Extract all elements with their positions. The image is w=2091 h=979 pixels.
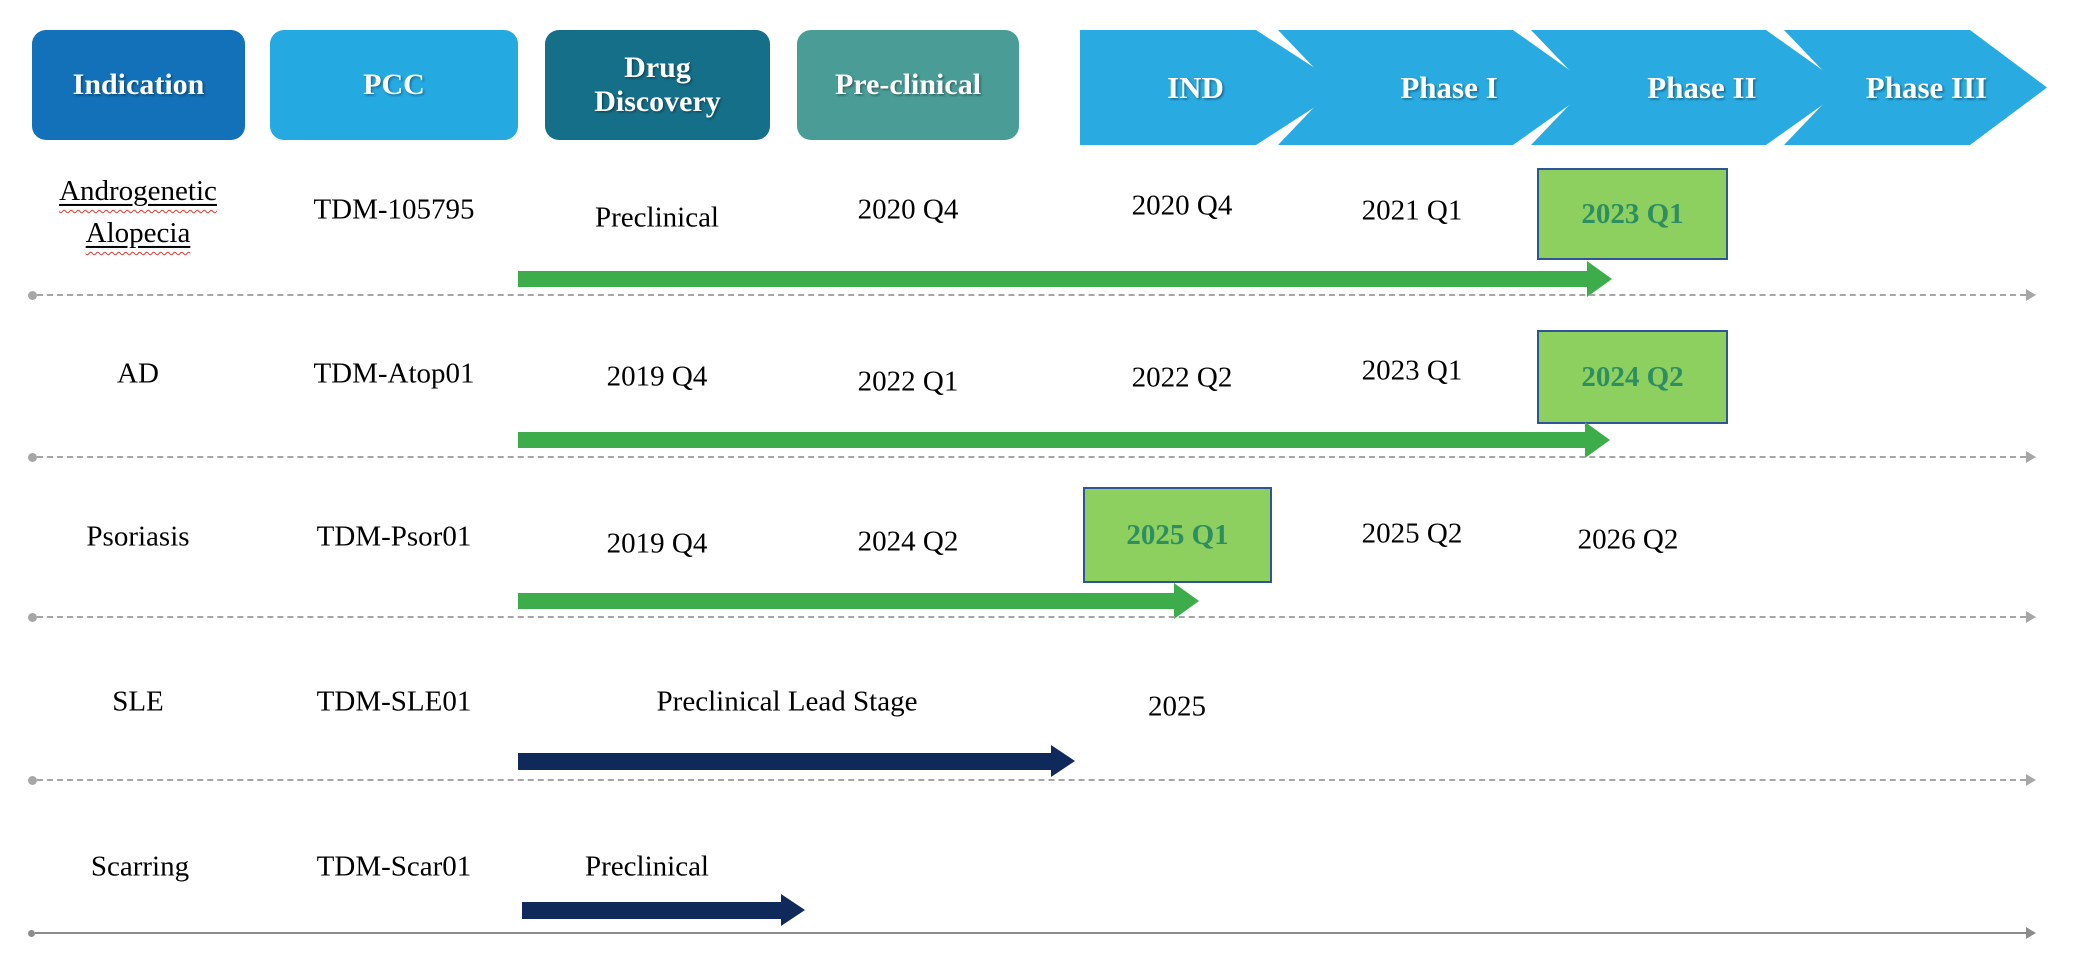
arrowhead-icon — [781, 894, 805, 926]
milestone-box-row3: 2025 Q1 — [1083, 487, 1272, 583]
row-indication-ad: AD — [117, 357, 159, 390]
row2-pcc-code: TDM-Atop01 — [313, 357, 475, 390]
progress-arrow-row1 — [518, 260, 1612, 298]
header-box-drug-discovery: Drug Discovery — [545, 30, 770, 140]
row3-phase2-value: 2026 Q2 — [1577, 523, 1679, 556]
milestone-label: 2023 Q1 — [1581, 197, 1684, 230]
separator-arrow-icon — [2026, 451, 2036, 463]
progress-arrow-row2 — [518, 421, 1610, 459]
milestone-box-row2: 2024 Q2 — [1537, 330, 1728, 424]
arrowhead-icon — [1174, 583, 1199, 619]
row2-phase1-value: 2023 Q1 — [1361, 354, 1463, 387]
separator-arrow-icon — [2026, 611, 2036, 623]
row1-pcc-code: TDM-105795 — [313, 193, 475, 226]
separator-dot-icon — [28, 452, 37, 462]
arrowhead-icon — [1587, 261, 1612, 297]
row3-drug-discovery-value: 2019 Q4 — [606, 527, 708, 560]
header-box-preclinical: Pre-clinical — [797, 30, 1019, 140]
header-box-indication: Indication — [32, 30, 245, 140]
milestone-label: 2024 Q2 — [1581, 360, 1684, 393]
row1-ind-value: 2020 Q4 — [1131, 189, 1233, 222]
row4-pcc-code: TDM-SLE01 — [316, 685, 472, 718]
separator-arrow-icon — [2026, 927, 2036, 939]
row5-stage-label: Preclinical — [584, 850, 710, 883]
indication-line: Androgenetic — [59, 174, 217, 207]
row2-ind-value: 2022 Q2 — [1131, 361, 1233, 394]
row3-phase1-value: 2025 Q2 — [1361, 517, 1463, 550]
arrowhead-icon — [1051, 745, 1075, 777]
separator-arrow-icon — [2026, 289, 2036, 301]
row-separator — [28, 611, 2036, 623]
separator-dot-icon — [28, 290, 37, 300]
separator-dot-icon — [28, 775, 37, 785]
row-indication-androgenetic-alopecia: Androgenetic Alopecia — [59, 170, 217, 254]
row-indication-sle: SLE — [112, 685, 164, 718]
arrowhead-icon — [1585, 422, 1610, 458]
row3-preclinical-value: 2024 Q2 — [857, 525, 959, 558]
row2-preclinical-value: 2022 Q1 — [857, 365, 959, 398]
row1-drug-discovery-value: Preclinical — [594, 201, 720, 234]
baseline-separator — [28, 927, 2036, 939]
row5-pcc-code: TDM-Scar01 — [316, 850, 472, 883]
row-separator — [28, 289, 2036, 301]
separator-arrow-icon — [2026, 774, 2036, 786]
row4-ind-value: 2025 — [1148, 690, 1206, 723]
separator-dot-icon — [28, 929, 35, 937]
separator-dot-icon — [28, 612, 37, 622]
row-indication-scarring: Scarring — [90, 850, 190, 883]
row4-stage-label: Preclinical Lead Stage — [656, 685, 918, 718]
progress-arrow-row4 — [518, 742, 1075, 780]
row3-pcc-code: TDM-Psor01 — [316, 520, 472, 553]
row1-phase1-value: 2021 Q1 — [1361, 194, 1463, 227]
milestone-box-row1: 2023 Q1 — [1537, 168, 1728, 260]
row1-preclinical-value: 2020 Q4 — [857, 193, 959, 226]
row2-drug-discovery-value: 2019 Q4 — [606, 360, 708, 393]
progress-arrow-row5 — [522, 891, 805, 929]
row-separator — [28, 774, 2036, 786]
progress-arrow-row3 — [518, 582, 1199, 620]
header-box-pcc: PCC — [270, 30, 518, 140]
row-separator — [28, 451, 2036, 463]
milestone-label: 2025 Q1 — [1126, 518, 1229, 551]
indication-line: Alopecia — [85, 217, 191, 249]
row-indication-psoriasis: Psoriasis — [86, 520, 190, 553]
